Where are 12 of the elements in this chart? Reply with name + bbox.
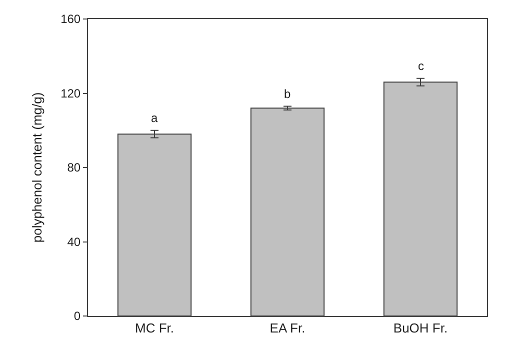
x-tick-label: BuOH Fr. <box>393 320 448 336</box>
y-tick-label: 120 <box>60 86 81 100</box>
y-tick-label: 40 <box>67 234 81 249</box>
y-tick-label: 80 <box>67 160 81 175</box>
y-axis-title: polyphenol content (mg/g) <box>30 92 45 243</box>
annotation: c <box>418 59 424 73</box>
x-tick-label: EA Fr. <box>270 320 306 336</box>
annotation: b <box>284 87 291 101</box>
y-tick-label: 160 <box>60 12 81 26</box>
y-tick-label: 0 <box>74 309 81 324</box>
annotation: a <box>151 111 158 125</box>
x-tick-label: MC Fr. <box>135 320 174 336</box>
